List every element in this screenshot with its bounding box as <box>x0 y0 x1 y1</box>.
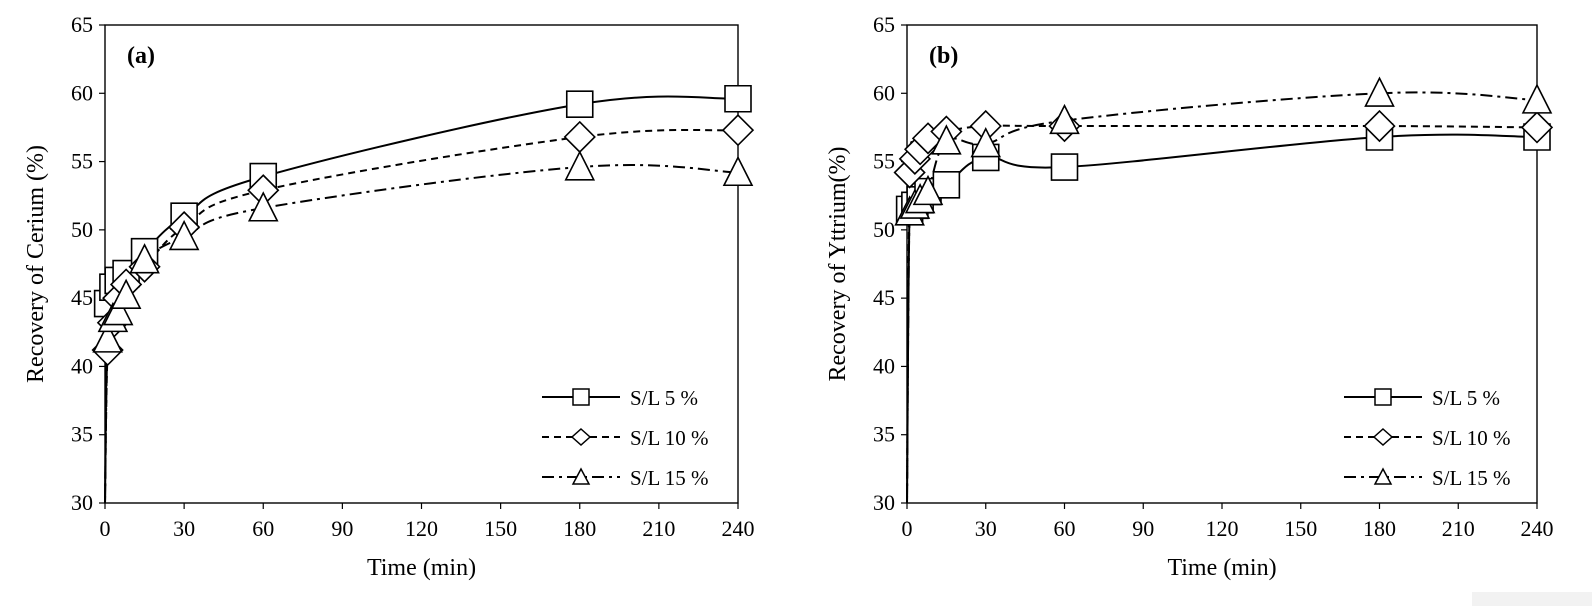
y-tick-label: 40 <box>873 353 895 378</box>
y-tick-label: 60 <box>873 80 895 105</box>
legend-marker-triangle <box>1373 467 1393 485</box>
panel-label: (b) <box>929 43 958 69</box>
data-point-triangle <box>1364 76 1395 107</box>
y-tick-label: 55 <box>873 149 895 174</box>
legend-label: S/L 5 % <box>1432 386 1500 410</box>
x-tick-label: 60 <box>252 516 274 541</box>
x-tick-label: 0 <box>100 516 111 541</box>
data-point-square <box>565 90 594 119</box>
x-tick-label: 90 <box>331 516 353 541</box>
x-tick-label: 240 <box>722 516 755 541</box>
legend-label: S/L 15 % <box>630 466 709 490</box>
x-tick-label: 90 <box>1132 516 1154 541</box>
data-point-diamond <box>721 114 755 147</box>
y-tick-label: 45 <box>71 285 93 310</box>
y-tick-label: 30 <box>71 490 93 515</box>
legend-marker-diamond <box>570 427 592 447</box>
y-tick-label: 55 <box>71 149 93 174</box>
x-tick-label: 210 <box>642 516 675 541</box>
x-tick-label: 150 <box>1284 516 1317 541</box>
y-axis-title: Recovery of Cerium (%) <box>23 145 49 383</box>
y-tick-label: 65 <box>873 12 895 37</box>
y-tick-label: 40 <box>71 353 93 378</box>
legend-marker-diamond <box>1372 427 1394 447</box>
x-tick-label: 180 <box>563 516 596 541</box>
data-point-triangle <box>168 219 200 251</box>
data-point-triangle <box>564 150 596 181</box>
y-tick-label: 45 <box>873 285 895 310</box>
x-tick-label: 30 <box>173 516 195 541</box>
y-tick-label: 65 <box>71 12 93 37</box>
chart-panel-a: 30 35 40 45 50 55 60 65 0 30 60 90 120 150 180 210 240 Ti… <box>23 12 755 581</box>
data-point-diamond <box>1363 109 1396 143</box>
y-tick-label: 50 <box>71 217 93 242</box>
y-tick-label: 50 <box>873 217 895 242</box>
y-tick-label: 60 <box>71 80 93 105</box>
x-tick-label: 120 <box>1206 516 1239 541</box>
x-tick-label: 150 <box>484 516 517 541</box>
legend-marker-square <box>1374 388 1392 406</box>
x-tick-label: 0 <box>902 516 913 541</box>
data-point-triangle <box>102 295 134 326</box>
data-point-triangle <box>129 243 160 274</box>
data-point-triangle <box>247 191 279 222</box>
x-axis-title: Time (min) <box>367 555 476 581</box>
x-tick-label: 30 <box>975 516 997 541</box>
data-point-diamond <box>1520 111 1554 144</box>
x-axis-title: Time (min) <box>1167 555 1276 581</box>
legend-marker-square <box>572 388 590 406</box>
chart-panel-b: 30 35 40 45 50 55 60 65 0 30 60 90 120 150 180 210 240 Ti… <box>825 12 1554 581</box>
legend-label: S/L 15 % <box>1432 466 1511 490</box>
x-tick-label: 120 <box>405 516 438 541</box>
y-tick-label: 35 <box>873 422 895 447</box>
data-point-square <box>1050 153 1079 181</box>
data-point-diamond <box>563 120 596 154</box>
panel-label: (a) <box>127 43 155 69</box>
y-axis-title: Recovery of Yttrium(%) <box>825 146 851 381</box>
data-point-triangle <box>722 155 754 187</box>
legend-label: S/L 10 % <box>630 426 709 450</box>
corner-shade <box>1472 592 1592 606</box>
y-tick-label: 30 <box>873 490 895 515</box>
legend-marker-triangle <box>571 467 591 485</box>
x-tick-label: 210 <box>1442 516 1475 541</box>
series-line-triangle <box>104 164 739 504</box>
data-point-triangle <box>931 124 962 155</box>
legend-label: S/L 10 % <box>1432 426 1511 450</box>
data-point-square <box>724 84 752 113</box>
data-point-triangle <box>912 174 944 206</box>
legend-label: S/L 5 % <box>630 386 698 410</box>
data-point-triangle <box>970 127 1002 158</box>
x-tick-label: 60 <box>1054 516 1076 541</box>
x-tick-label: 180 <box>1363 516 1396 541</box>
data-point-triangle <box>1521 83 1553 114</box>
data-point-triangle <box>92 322 123 353</box>
x-tick-label: 240 <box>1521 516 1554 541</box>
data-point-triangle <box>110 278 142 309</box>
y-tick-label: 35 <box>71 422 93 447</box>
data-point-triangle <box>1049 103 1080 135</box>
